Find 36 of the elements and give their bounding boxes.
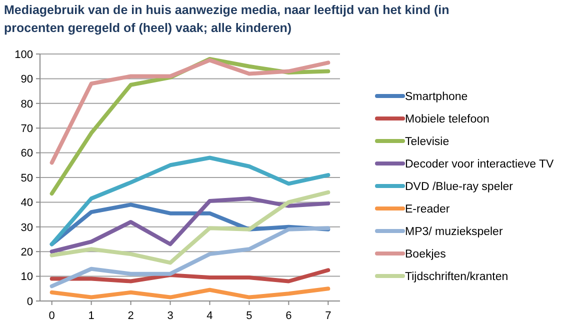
y-tick-label: 0: [26, 296, 33, 308]
y-tick-label: 20: [20, 246, 33, 258]
x-tick-label: 7: [325, 310, 332, 322]
y-tick-label: 70: [20, 122, 33, 135]
line-series: [50, 268, 330, 284]
x-tick-label: 5: [246, 310, 252, 322]
legend-label: Televisie: [405, 136, 450, 148]
x-tick-label: 1: [88, 310, 94, 322]
legend-label: Decoder voor interactieve TV: [405, 158, 554, 171]
line-series: [50, 190, 330, 265]
line-series: [50, 226, 330, 288]
y-tick-label: 50: [20, 172, 33, 184]
x-tick-label: 2: [128, 310, 134, 322]
x-tick-label: 0: [48, 310, 55, 322]
chart-title: Mediagebruik van de in huis aanwezige media, naar leeftijd van het kind (in procenten geregeld of (heel) vaak; alle kinderen): [4, 3, 450, 35]
legend-label: Smartphone: [405, 91, 468, 104]
y-tick-label: 90: [20, 74, 33, 86]
line-series: [50, 156, 330, 246]
x-tick-label: 3: [167, 310, 174, 322]
legend-label: E-reader: [405, 204, 450, 216]
legend-label: MP3/ muziekspeler: [405, 226, 503, 238]
line-series: [50, 196, 330, 254]
y-tick-label: 30: [20, 222, 33, 234]
y-tick-label: 10: [20, 271, 33, 284]
y-tick-label: 80: [20, 98, 33, 110]
y-tick-label: 100: [14, 48, 33, 61]
y-tick-label: 40: [20, 197, 33, 210]
line-series: [50, 58, 330, 165]
x-tick-label: 6: [286, 310, 292, 322]
legend-label: Boekjes: [405, 248, 446, 261]
legend-label: Mobiele telefoon: [405, 114, 490, 126]
x-tick-label: 4: [206, 310, 213, 322]
legend-label: DVD /Blue-ray speler: [405, 181, 514, 194]
y-tick-label: 60: [20, 148, 33, 160]
line-series: [50, 286, 330, 300]
legend-label: Tijdschriften/kranten: [405, 271, 508, 284]
